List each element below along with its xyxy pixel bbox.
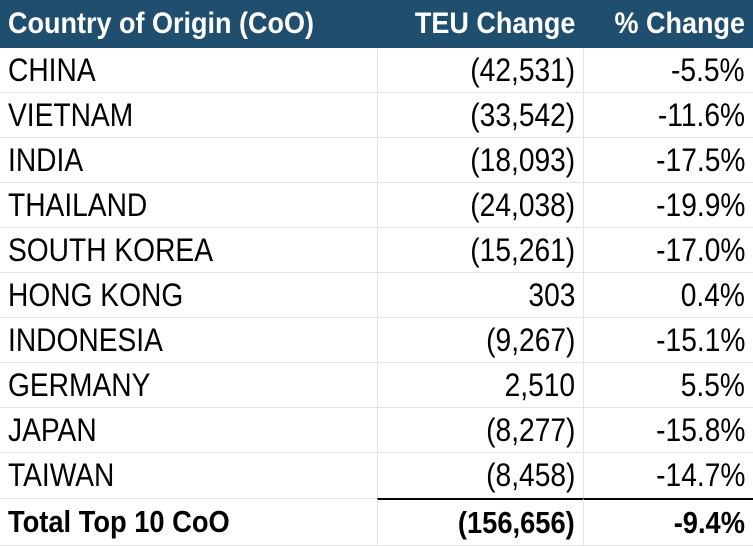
teu-value: 2,510	[504, 366, 575, 403]
header-teu-label: TEU Change	[414, 7, 575, 40]
country-cell: SOUTH KOREA	[0, 228, 377, 272]
teu-value: (18,093)	[470, 141, 575, 178]
table-row-taiwan: TAIWAN (8,458) -14.7%	[0, 453, 753, 498]
percent-change-cell: -17.0%	[583, 228, 753, 272]
table-row-vietnam: VIETNAM (33,542) -11.6%	[0, 93, 753, 138]
country-cell: TAIWAN	[0, 453, 377, 498]
teu-change-cell: (18,093)	[377, 138, 583, 182]
header-percent-change: % Change	[583, 0, 753, 48]
header-country-of-origin: Country of Origin (CoO)	[0, 0, 377, 48]
country-cell: INDONESIA	[0, 318, 377, 362]
country-value: TAIWAN	[8, 457, 115, 493]
country-value: THAILAND	[8, 186, 148, 223]
country-value: CHINA	[8, 51, 96, 88]
teu-value: (8,458)	[485, 457, 575, 493]
country-cell: JAPAN	[0, 408, 377, 452]
percent-change-cell: 5.5%	[583, 363, 753, 407]
teu-value: (42,531)	[470, 51, 575, 88]
country-value: INDONESIA	[8, 321, 163, 358]
table-body: CHINA (42,531) -5.5% VIETNAM (33,542) -1…	[0, 48, 753, 498]
table-row-hong-kong: HONG KONG 303 0.4%	[0, 273, 753, 318]
table-row-thailand: THAILAND (24,038) -19.9%	[0, 183, 753, 228]
teu-change-cell: (24,038)	[377, 183, 583, 227]
percent-change-cell: -19.9%	[583, 183, 753, 227]
total-teu-change-cell: (156,656)	[377, 498, 583, 545]
table-row-south-korea: SOUTH KOREA (15,261) -17.0%	[0, 228, 753, 273]
country-cell: VIETNAM	[0, 93, 377, 137]
table-row-japan: JAPAN (8,277) -15.8%	[0, 408, 753, 453]
country-cell: THAILAND	[0, 183, 377, 227]
country-value: INDIA	[8, 141, 84, 178]
teu-value: (24,038)	[470, 186, 575, 223]
country-value: GERMANY	[8, 366, 151, 403]
teu-change-cell: (33,542)	[377, 93, 583, 137]
teu-change-cell: 303	[377, 273, 583, 317]
teu-value: (15,261)	[470, 231, 575, 268]
teu-value: (8,277)	[485, 411, 575, 448]
header-teu-change: TEU Change	[377, 0, 583, 48]
teu-value: (9,267)	[485, 321, 575, 358]
teu-change-cell: (42,531)	[377, 48, 583, 92]
percent-change-cell: 0.4%	[583, 273, 753, 317]
header-country-label: Country of Origin (CoO)	[8, 7, 314, 40]
country-cell: GERMANY	[0, 363, 377, 407]
pct-value: -14.7%	[655, 457, 745, 493]
country-value: HONG KONG	[8, 276, 184, 313]
total-label: Total Top 10 CoO	[8, 504, 230, 539]
pct-value: -11.6%	[657, 96, 745, 133]
percent-change-cell: -15.8%	[583, 408, 753, 452]
table-row-india: INDIA (18,093) -17.5%	[0, 138, 753, 183]
total-teu-value: (156,656)	[458, 504, 575, 540]
table-row-indonesia: INDONESIA (9,267) -15.1%	[0, 318, 753, 363]
percent-change-cell: -15.1%	[583, 318, 753, 362]
table-row-germany: GERMANY 2,510 5.5%	[0, 363, 753, 408]
header-row: Country of Origin (CoO) TEU Change % Cha…	[0, 0, 753, 48]
table-row-china: CHINA (42,531) -5.5%	[0, 48, 753, 93]
pct-value: 5.5%	[680, 366, 745, 403]
pct-value: 0.4%	[680, 276, 745, 313]
total-pct-value: -9.4%	[673, 504, 745, 540]
country-value: JAPAN	[8, 411, 97, 448]
header-pct-label: % Change	[614, 7, 745, 40]
country-value: VIETNAM	[8, 96, 134, 133]
teu-change-cell: (8,458)	[377, 453, 583, 498]
country-cell: CHINA	[0, 48, 377, 92]
teu-value: 303	[528, 276, 575, 313]
percent-change-cell: -11.6%	[583, 93, 753, 137]
percent-change-cell: -17.5%	[583, 138, 753, 182]
teu-change-cell: (8,277)	[377, 408, 583, 452]
country-cell: HONG KONG	[0, 273, 377, 317]
percent-change-cell: -5.5%	[583, 48, 753, 92]
teu-value: (33,542)	[470, 96, 575, 133]
pct-value: -19.9%	[655, 186, 745, 223]
country-value: SOUTH KOREA	[8, 231, 213, 268]
teu-change-cell: (15,261)	[377, 228, 583, 272]
teu-change-cell: 2,510	[377, 363, 583, 407]
total-percent-change-cell: -9.4%	[583, 498, 753, 545]
pct-value: -15.8%	[655, 411, 745, 448]
total-row: Total Top 10 CoO (156,656) -9.4%	[0, 498, 753, 546]
pct-value: -17.5%	[655, 141, 745, 178]
pct-value: -17.0%	[655, 231, 745, 268]
pct-value: -15.1%	[655, 321, 745, 358]
country-cell: INDIA	[0, 138, 377, 182]
teu-change-cell: (9,267)	[377, 318, 583, 362]
pct-value: -5.5%	[671, 51, 745, 88]
total-label-cell: Total Top 10 CoO	[0, 498, 377, 545]
percent-change-cell: -14.7%	[583, 453, 753, 498]
